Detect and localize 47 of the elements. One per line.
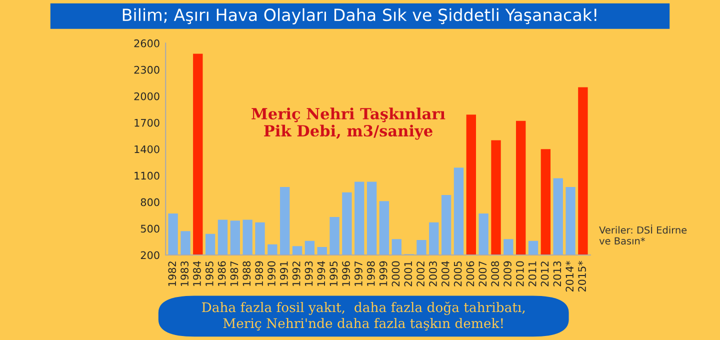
- text: Daha fazla fosil yakıt, daha fazla doğa tahribatı, Meriç Nehri'nde daha fazla taşkın demek!: [202, 302, 525, 331]
- x-tick-label: 1993: [304, 261, 313, 286]
- x-tick-label: 2010: [516, 261, 524, 286]
- x-tick-label: 1992: [292, 262, 300, 286]
- chart-title: Bilim; Aşırı Hava Olayları Daha Sık ve Şiddetli Yaşanacak!: [122, 8, 596, 24]
- y-tick-label: 200: [140, 251, 160, 260]
- y-tick-label: 2000: [134, 92, 160, 100]
- x-tick-label: 1994: [317, 261, 326, 286]
- x-tick-label: 1999: [379, 261, 388, 286]
- x-tick-label: 2014*: [566, 260, 574, 292]
- y-tick-label: 1400: [134, 145, 160, 154]
- x-tick-label: 2008: [491, 261, 500, 286]
- x-tick-label: 1988: [242, 261, 251, 286]
- x-tick-label: 2006: [466, 261, 474, 286]
- x-tick-label: 1989: [255, 261, 264, 286]
- y-tick-label: 500: [140, 224, 160, 233]
- y-tick-label: 2300: [134, 66, 160, 74]
- x-tick-label: 2004: [441, 261, 450, 286]
- x-tick-label: 2001: [404, 262, 412, 286]
- x-tick-label: 2015*: [578, 260, 586, 292]
- y-tick-label: 800: [140, 198, 160, 206]
- x-tick-label: 2002: [416, 262, 424, 286]
- x-tick-label: 2009: [504, 261, 512, 286]
- x-tick-label: 2011: [528, 262, 536, 286]
- x-tick-label: 1985: [205, 261, 214, 286]
- x-tick-label: 1984: [193, 261, 201, 286]
- x-tick-label: 1997: [354, 261, 362, 286]
- x-tick-label: 1990: [268, 261, 276, 286]
- y-tick-label: 1100: [134, 172, 160, 180]
- x-tick-label: 2000: [392, 261, 400, 286]
- x-tick-label: 1987: [230, 261, 238, 286]
- x-tick-label: 1996: [342, 261, 350, 286]
- y-tick-label: 2600: [134, 39, 160, 48]
- x-tick-label: 1983: [180, 261, 188, 286]
- text: Veriler: DSİ Edirne ve Basın*: [599, 224, 687, 245]
- x-tick-label: 2007: [478, 261, 487, 286]
- x-tick-label: 2012: [540, 262, 549, 286]
- x-tick-label: 2003: [429, 261, 437, 286]
- x-tick-label: 1998: [366, 261, 375, 286]
- y-tick-label: 1700: [134, 118, 160, 127]
- annotation: Meriç Nehri Taşkınları Pik Debi, m3/saniye: [252, 108, 446, 140]
- x-tick-label: 2005: [454, 261, 462, 286]
- x-tick-label: 1986: [218, 261, 226, 286]
- x-tick-label: 2013: [553, 261, 562, 286]
- x-tick-label: 1995: [330, 261, 338, 286]
- x-tick-label: 1982: [168, 262, 176, 286]
- x-tick-label: 1991: [280, 262, 288, 286]
